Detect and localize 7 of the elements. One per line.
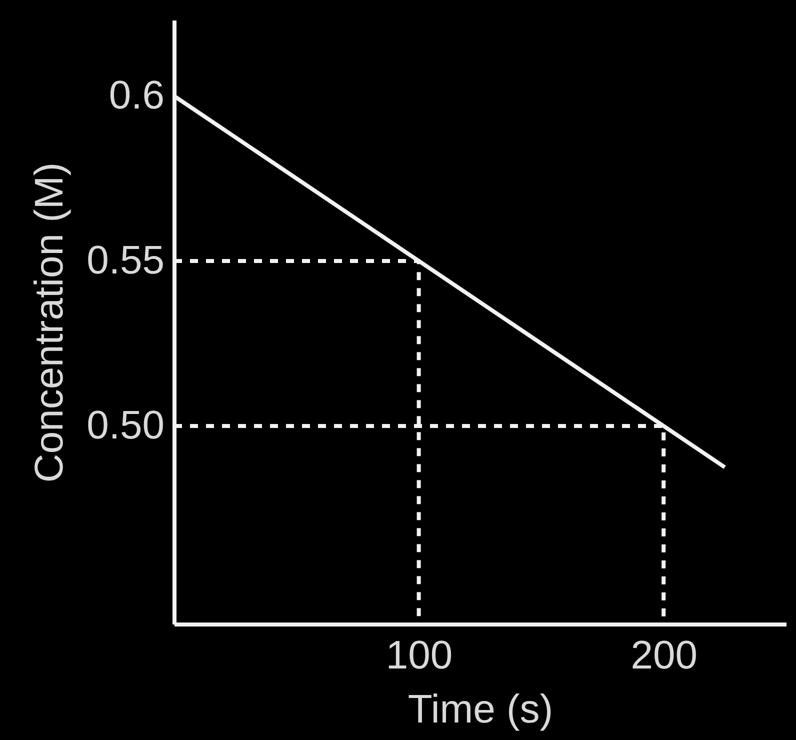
x-tick-label: 200	[630, 634, 698, 678]
y-tick-label: 0.55	[86, 238, 164, 282]
x-tick-label: 100	[386, 634, 453, 678]
x-axis-title: Time (s)	[408, 688, 554, 732]
y-axis-title: Concentration (M)	[28, 162, 72, 483]
y-tick-label: 0.50	[86, 403, 164, 448]
y-tick-label: 0.6	[108, 73, 164, 118]
